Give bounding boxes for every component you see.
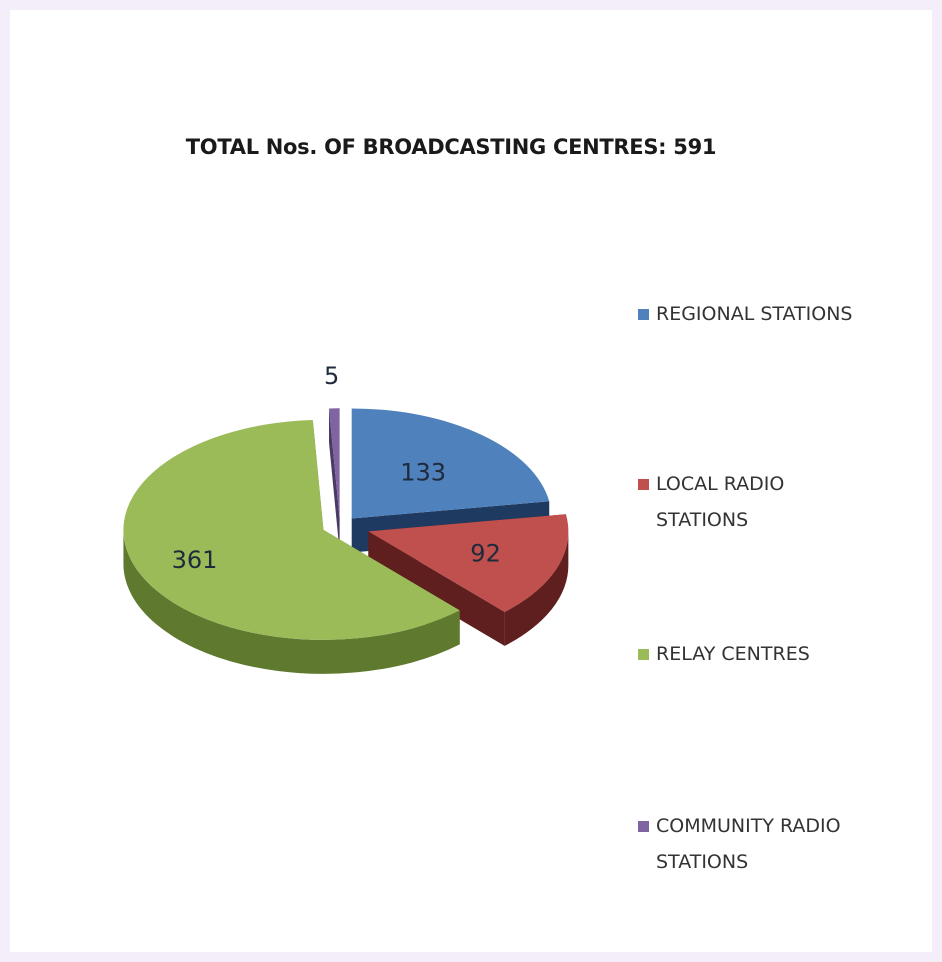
chart-area: TOTAL Nos. OF BROADCASTING CENTRES: 591 …: [10, 10, 932, 952]
legend-swatch-regional: [638, 309, 649, 320]
legend-item-regional: REGIONAL STATIONS: [638, 296, 938, 332]
pie-slice-community-radio: [329, 408, 340, 519]
legend-swatch-local-radio: [638, 479, 649, 490]
legend-swatch-community-radio: [638, 821, 649, 832]
legend-item-community-radio: COMMUNITY RADIO STATIONS: [638, 808, 938, 880]
pie-wall-relay: [123, 529, 460, 674]
pie-cut-face-local-radio-1: [368, 531, 505, 646]
pie-slice-local-radio: [368, 514, 569, 612]
pie-slice-regional: [351, 408, 550, 519]
pie-slice-side-community-radio: [329, 408, 340, 553]
legend-label-relay: RELAY CENTRES: [656, 643, 810, 665]
pie-chart: 133 92 361 5: [123, 362, 569, 674]
legend-item-relay: RELAY CENTRES: [638, 636, 938, 672]
data-label-relay: 361: [172, 546, 218, 574]
pie-cut-face-community-radio-0: [329, 408, 340, 553]
pie-wall-local-radio: [504, 531, 569, 646]
legend-label-local-radio: LOCAL RADIO STATIONS: [656, 473, 785, 531]
chart-title: TOTAL Nos. OF BROADCASTING CENTRES: 591: [185, 135, 717, 159]
data-label-community-radio: 5: [324, 362, 339, 390]
legend-swatch-relay: [638, 649, 649, 660]
data-label-local-radio: 92: [470, 540, 501, 568]
legend-label-community-radio: COMMUNITY RADIO STATIONS: [656, 815, 841, 873]
legend-label-regional: REGIONAL STATIONS: [656, 303, 853, 325]
data-label-regional: 133: [400, 458, 446, 486]
legend-item-local-radio: LOCAL RADIO STATIONS: [638, 466, 938, 538]
pie-slice-relay: [123, 420, 460, 640]
